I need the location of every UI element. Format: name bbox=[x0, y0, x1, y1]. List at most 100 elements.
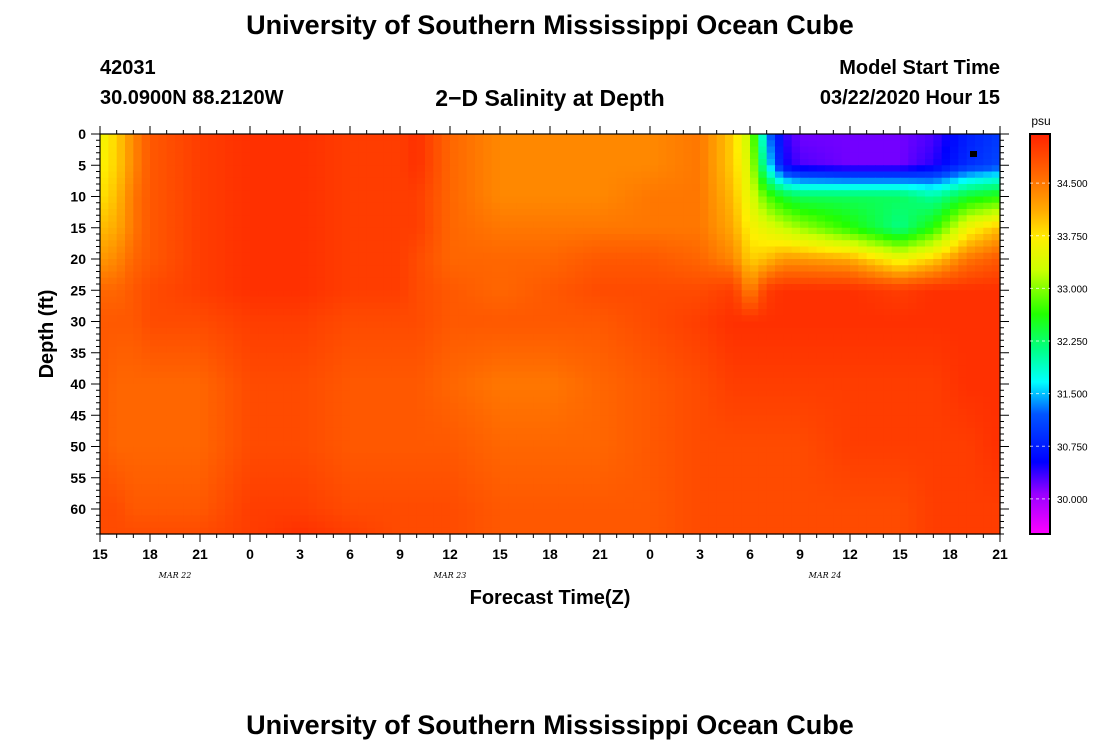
heatmap-cell bbox=[825, 396, 834, 404]
heatmap-cell bbox=[683, 221, 693, 229]
heatmap-cell bbox=[191, 234, 201, 241]
heatmap-cell bbox=[250, 365, 259, 373]
heatmap-cell bbox=[750, 165, 759, 173]
heatmap-cell bbox=[350, 396, 359, 404]
heatmap-cell bbox=[783, 209, 793, 216]
heatmap-cell bbox=[416, 134, 426, 141]
heatmap-cell bbox=[683, 315, 693, 323]
heatmap-cell bbox=[833, 315, 843, 323]
heatmap-cell bbox=[558, 284, 568, 291]
heatmap-cell bbox=[566, 290, 576, 298]
heatmap-cell bbox=[350, 165, 359, 173]
heatmap-cell bbox=[383, 346, 393, 354]
heatmap-cell bbox=[558, 302, 568, 310]
heatmap-cell bbox=[575, 296, 584, 304]
heatmap-cell bbox=[166, 384, 176, 391]
heatmap-cell bbox=[216, 290, 226, 298]
heatmap-cell bbox=[725, 184, 734, 191]
heatmap-cell bbox=[241, 340, 251, 348]
heatmap-cell bbox=[500, 215, 509, 223]
heatmap-cell bbox=[208, 177, 218, 185]
heatmap-cell bbox=[675, 277, 684, 285]
heatmap-cell bbox=[566, 215, 576, 223]
heatmap-cell bbox=[750, 390, 759, 398]
heatmap-cell bbox=[866, 177, 876, 185]
heatmap-cell bbox=[108, 315, 118, 323]
heatmap-cell bbox=[250, 165, 259, 173]
heatmap-cell bbox=[266, 259, 276, 266]
heatmap-cell bbox=[708, 140, 718, 148]
heatmap-cell bbox=[608, 334, 618, 341]
heatmap-cell bbox=[391, 184, 401, 191]
heatmap-cell bbox=[575, 140, 584, 148]
heatmap-cell bbox=[550, 252, 559, 260]
heatmap-cell bbox=[308, 190, 318, 198]
heatmap-cell bbox=[358, 227, 368, 235]
heatmap-cell bbox=[241, 271, 251, 279]
heatmap-cell bbox=[983, 259, 993, 266]
heatmap-cell bbox=[683, 252, 693, 260]
heatmap-cell bbox=[275, 352, 284, 360]
heatmap-cell bbox=[100, 390, 109, 398]
heatmap-cell bbox=[891, 140, 901, 148]
heatmap-cell bbox=[383, 140, 393, 148]
heatmap-cell bbox=[191, 359, 201, 366]
heatmap-cell bbox=[525, 390, 534, 398]
heatmap-cell bbox=[175, 184, 184, 191]
heatmap-cell bbox=[425, 259, 434, 266]
heatmap-cell bbox=[850, 359, 859, 366]
heatmap-cell bbox=[341, 277, 351, 285]
heatmap-cell bbox=[800, 384, 809, 391]
heatmap-cell bbox=[783, 159, 793, 166]
heatmap-cell bbox=[266, 315, 276, 323]
heatmap-cell bbox=[816, 377, 826, 385]
heatmap-cell bbox=[991, 390, 1001, 398]
heatmap-cell bbox=[166, 402, 176, 410]
heatmap-cell bbox=[900, 415, 909, 423]
heatmap-cell bbox=[741, 321, 751, 329]
heatmap-cell bbox=[158, 421, 168, 429]
heatmap-cell bbox=[808, 346, 818, 354]
heatmap-cell bbox=[416, 296, 426, 304]
heatmap-cell bbox=[241, 259, 251, 266]
heatmap-cell bbox=[541, 321, 551, 329]
heatmap-cell bbox=[466, 152, 476, 160]
heatmap-cell bbox=[325, 177, 334, 185]
heatmap-cell bbox=[750, 252, 759, 260]
heatmap-cell bbox=[450, 252, 459, 260]
heatmap-cell bbox=[133, 215, 143, 223]
heatmap-cell bbox=[125, 352, 134, 360]
heatmap-cell bbox=[341, 177, 351, 185]
heatmap-cell bbox=[483, 377, 493, 385]
heatmap-cell bbox=[258, 259, 268, 266]
heatmap-cell bbox=[366, 277, 376, 285]
heatmap-cell bbox=[133, 177, 143, 185]
heatmap-cell bbox=[208, 196, 218, 204]
heatmap-cell bbox=[400, 259, 409, 266]
heatmap-cell bbox=[125, 252, 134, 260]
heatmap-cell bbox=[808, 409, 818, 416]
heatmap-cell bbox=[266, 284, 276, 291]
heatmap-cell bbox=[141, 240, 151, 248]
heatmap-cell bbox=[641, 377, 651, 385]
heatmap-cell bbox=[775, 177, 784, 185]
heatmap-cell bbox=[116, 209, 126, 216]
heatmap-cell bbox=[533, 371, 543, 379]
heatmap-cell bbox=[258, 384, 268, 391]
heatmap-cell bbox=[691, 259, 701, 266]
heatmap-cell bbox=[850, 277, 859, 285]
heatmap-cell bbox=[725, 359, 734, 366]
heatmap-cell bbox=[866, 396, 876, 404]
heatmap-cell bbox=[750, 215, 759, 223]
heatmap-cell bbox=[941, 384, 951, 391]
heatmap-cell bbox=[691, 359, 701, 366]
heatmap-cell bbox=[666, 284, 676, 291]
heatmap-cell bbox=[450, 409, 459, 416]
heatmap-cell bbox=[158, 377, 168, 385]
heatmap-cell bbox=[800, 159, 809, 166]
heatmap-cell bbox=[125, 421, 134, 429]
heatmap-cell bbox=[808, 252, 818, 260]
heatmap-cell bbox=[983, 359, 993, 366]
heatmap-cell bbox=[516, 265, 526, 273]
heatmap-cell bbox=[958, 396, 968, 404]
